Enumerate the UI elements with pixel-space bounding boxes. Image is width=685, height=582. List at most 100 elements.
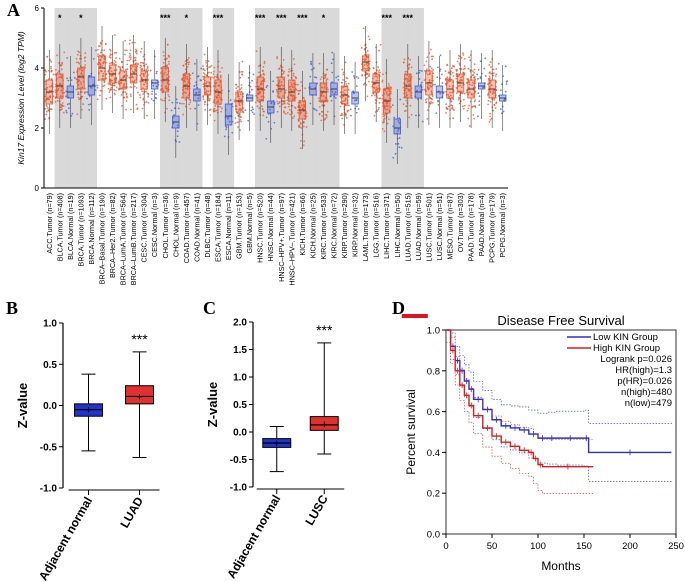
jitter-point [365, 83, 368, 86]
jitter-point [141, 90, 144, 93]
jitter-point [299, 101, 302, 104]
jitter-point [324, 76, 327, 79]
x-tick-label: BRCA.Normal (n=112) [87, 193, 96, 265]
jitter-point [115, 81, 118, 84]
jitter-point [463, 65, 466, 67]
jitter-point [390, 106, 392, 108]
jitter-point [175, 98, 178, 101]
y-tick-label: -0.5 [230, 455, 248, 466]
jitter-point [58, 83, 61, 86]
jitter-point [283, 102, 286, 105]
jitter-point [238, 95, 240, 98]
jitter-point [478, 104, 481, 106]
jitter-point [239, 113, 241, 116]
jitter-point [167, 93, 170, 96]
jitter-point [331, 71, 334, 74]
jitter-point [155, 97, 158, 100]
jitter-point [272, 90, 275, 92]
jitter-point [451, 105, 454, 107]
significance-label: * [322, 13, 326, 23]
jitter-point [59, 95, 62, 98]
box [277, 76, 285, 99]
jitter-point [362, 27, 365, 30]
jitter-point [437, 103, 440, 106]
highlight-underline [401, 314, 428, 318]
jitter-point [80, 83, 83, 85]
jitter-point [140, 72, 143, 75]
jitter-point [130, 108, 132, 111]
jitter-point [202, 72, 205, 74]
jitter-point [72, 71, 75, 74]
jitter-point [137, 62, 139, 65]
jitter-point [162, 80, 164, 83]
jitter-point [176, 101, 179, 104]
jitter-point [240, 87, 243, 89]
jitter-point [494, 107, 497, 109]
jitter-point [487, 99, 490, 102]
jitter-point [290, 81, 293, 84]
jitter-point [186, 83, 188, 86]
jitter-point [410, 113, 413, 116]
jitter-point [257, 65, 260, 68]
jitter-point [57, 87, 60, 90]
jitter-point [292, 72, 295, 75]
jitter-point [460, 57, 463, 59]
jitter-point [167, 63, 170, 65]
jitter-point [318, 62, 321, 65]
jitter-point [185, 91, 187, 94]
jitter-point [387, 105, 389, 108]
jitter-point [86, 97, 88, 100]
jitter-point [152, 99, 155, 102]
x-tick-label: ESCA.Tumor (n=184) [214, 193, 223, 262]
jitter-point [135, 52, 138, 55]
jitter-point [488, 64, 491, 66]
jitter-point [303, 114, 306, 117]
jitter-point [270, 102, 273, 105]
jitter-point [238, 97, 241, 100]
mean-marker: + [136, 391, 142, 403]
jitter-point [164, 71, 166, 74]
jitter-point [431, 58, 434, 61]
x-tick-label: CHOL.Normal (n=9) [171, 193, 180, 257]
jitter-point [242, 107, 245, 110]
jitter-point [260, 81, 263, 84]
jitter-point [125, 100, 128, 102]
jitter-point [468, 104, 471, 107]
jitter-point [320, 119, 323, 122]
jitter-point [321, 104, 324, 107]
jitter-point [188, 103, 191, 106]
jitter-point [214, 105, 217, 107]
jitter-point [472, 73, 475, 76]
jitter-point [58, 70, 60, 72]
jitter-point [464, 67, 466, 70]
jitter-point [410, 66, 413, 69]
jitter-point [361, 74, 364, 77]
jitter-point [52, 73, 55, 76]
jitter-point [184, 99, 187, 101]
jitter-point [489, 115, 491, 118]
jitter-point [56, 54, 58, 57]
jitter-point [281, 103, 284, 106]
jitter-point [295, 88, 298, 91]
jitter-point [375, 79, 378, 82]
jitter-point [237, 85, 239, 88]
jitter-point [215, 95, 218, 98]
jitter-points [86, 49, 97, 111]
significance-label: *** [381, 13, 392, 23]
jitter-point [125, 68, 127, 71]
stat-label: HR(high)=1.3 [615, 365, 672, 376]
jitter-point [105, 73, 108, 76]
jitter-point [206, 81, 208, 83]
jitter-point [330, 62, 333, 65]
jitter-point [48, 98, 50, 101]
jitter-point [123, 75, 125, 78]
box [393, 118, 401, 135]
jitter-point [283, 106, 286, 109]
jitter-point [483, 67, 486, 70]
jitter-point [79, 74, 81, 77]
jitter-point [61, 61, 64, 64]
jitter-point [187, 80, 190, 83]
jitter-point [197, 91, 200, 93]
jitter-point [452, 75, 455, 77]
jitter-point [178, 141, 181, 143]
